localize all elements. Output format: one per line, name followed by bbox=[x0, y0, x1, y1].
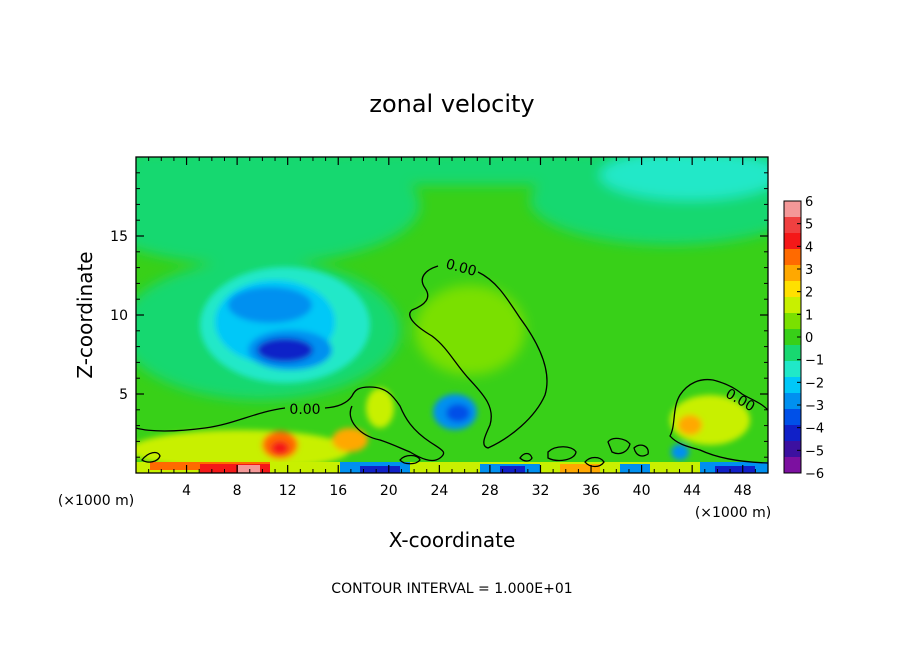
colorbar-swatch bbox=[784, 281, 801, 298]
colorbar-tick-label: 5 bbox=[805, 218, 813, 233]
colorbar-swatch bbox=[784, 409, 801, 426]
chart-title: zonal velocity bbox=[369, 90, 534, 118]
field-region-negative-upper bbox=[228, 287, 312, 323]
colorbar-tick-label: −4 bbox=[805, 422, 824, 437]
colorbar-swatch bbox=[784, 377, 801, 394]
x-tick-label: 12 bbox=[279, 483, 297, 499]
colorbar: 6 5 4 3 2 1 0 −1 −2 −3 −4 −5 −6 bbox=[783, 195, 824, 482]
contour-interval-note: CONTOUR INTERVAL = 1.000E+01 bbox=[331, 581, 572, 597]
x-tick-label: 48 bbox=[734, 483, 752, 499]
x-tick-label: 20 bbox=[380, 483, 398, 499]
x-axis-label: X-coordinate bbox=[389, 528, 516, 552]
field-region-negative-cell-core bbox=[446, 404, 470, 422]
colorbar-swatch bbox=[784, 265, 801, 282]
field-region-positive-core bbox=[415, 285, 525, 375]
field-region-warm-cell-3 bbox=[366, 388, 394, 428]
x-axis-unit-left: (×1000 m) bbox=[58, 493, 134, 509]
colorbar-swatch bbox=[784, 441, 801, 458]
x-tick-label: 28 bbox=[481, 483, 499, 499]
x-axis-unit-right: (×1000 m) bbox=[695, 505, 771, 521]
x-tick-label: 8 bbox=[233, 483, 242, 499]
colorbar-tick-label: −3 bbox=[805, 399, 824, 414]
field-region-warm-right-core bbox=[678, 415, 702, 435]
field-region-warm-cell-core bbox=[271, 441, 289, 455]
y-tick-label: 10 bbox=[110, 308, 128, 324]
colorbar-swatch bbox=[784, 297, 801, 314]
colorbar-tick-label: 0 bbox=[805, 331, 813, 346]
colorbar-swatch bbox=[784, 329, 801, 346]
contour-line-right bbox=[669, 378, 768, 464]
contour-label-left: 0.00 bbox=[289, 402, 320, 418]
colorbar-tick-label: 1 bbox=[805, 308, 813, 323]
colorbar-tick-label: −6 bbox=[805, 467, 824, 482]
colorbar-swatch bbox=[784, 361, 801, 378]
y-axis-label: Z-coordinate bbox=[73, 251, 97, 378]
x-tick-label: 40 bbox=[633, 483, 651, 499]
x-axis-ticks: 4 8 12 16 20 24 28 32 36 40 44 48 bbox=[148, 157, 756, 499]
colorbar-swatch bbox=[784, 249, 801, 266]
colorbar-tick-label: −1 bbox=[805, 354, 824, 369]
colorbar-tick-label: −2 bbox=[805, 376, 824, 391]
contour-line-small-cell-3 bbox=[519, 452, 533, 462]
colorbar-swatch bbox=[784, 457, 801, 474]
x-tick-label: 36 bbox=[582, 483, 600, 499]
heatmap-field bbox=[136, 157, 768, 473]
x-tick-label: 44 bbox=[683, 483, 701, 499]
contour-label-centre: 0.00 bbox=[444, 256, 478, 280]
contour-line-small-cell-1 bbox=[141, 451, 161, 463]
contour-line-small-cell-6 bbox=[584, 456, 605, 468]
contour-line-small-cell-2 bbox=[547, 446, 577, 462]
contour-line-lower-left bbox=[136, 386, 445, 462]
colorbar-tick-label: 4 bbox=[805, 240, 813, 255]
y-tick-label: 5 bbox=[119, 387, 128, 403]
field-region-negative-right bbox=[671, 444, 689, 460]
contour-line-small-cell-7 bbox=[399, 454, 421, 465]
y-tick-label: 15 bbox=[110, 229, 128, 245]
colorbar-tick-label: 3 bbox=[805, 263, 813, 278]
contour-line-small-cell-5 bbox=[633, 444, 649, 457]
colorbar-swatch bbox=[784, 425, 801, 442]
field-region-top-right bbox=[600, 157, 768, 200]
x-tick-label: 32 bbox=[532, 483, 550, 499]
zero-contour-lines bbox=[136, 265, 768, 468]
x-tick-label: 16 bbox=[329, 483, 347, 499]
field-region-warm-cell-2 bbox=[332, 428, 368, 452]
x-tick-label: 4 bbox=[182, 483, 191, 499]
contour-line-upper-centre bbox=[409, 265, 548, 449]
colorbar-tick-label: 2 bbox=[805, 286, 813, 301]
x-tick-label: 24 bbox=[430, 483, 448, 499]
y-axis-ticks: 5 10 15 bbox=[110, 172, 768, 458]
colorbar-swatch bbox=[784, 345, 801, 362]
colorbar-tick-label: 6 bbox=[805, 195, 813, 210]
surface-layer bbox=[136, 462, 768, 473]
colorbar-swatch bbox=[784, 313, 801, 330]
colorbar-swatch bbox=[784, 393, 801, 410]
colorbar-swatch bbox=[784, 201, 801, 218]
contour-line-small-cell-4 bbox=[607, 437, 631, 455]
colorbar-swatch bbox=[784, 233, 801, 250]
colorbar-tick-label: −5 bbox=[805, 444, 824, 459]
field-region-negative-core bbox=[257, 338, 313, 362]
colorbar-swatch bbox=[784, 217, 801, 234]
